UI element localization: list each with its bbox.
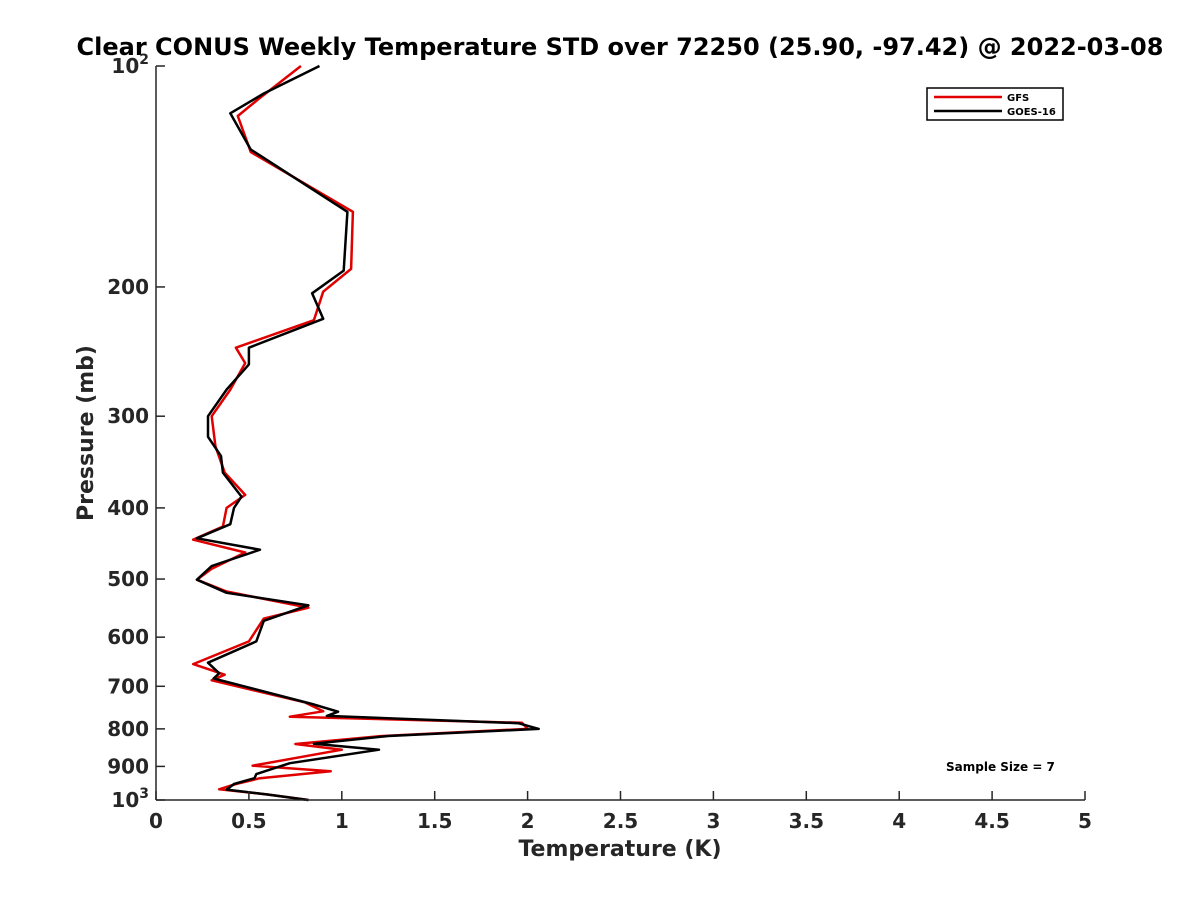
y-axis-label: Pressure (mb) — [74, 345, 99, 521]
x-tick-label: 4.5 — [974, 809, 1009, 833]
y-tick-label: 200 — [107, 275, 149, 299]
y-tick-label: 800 — [107, 717, 149, 741]
y-tick-label: 300 — [107, 404, 149, 428]
x-tick-label: 3.5 — [789, 809, 824, 833]
y-tick-label: 103 — [111, 786, 149, 812]
legend-label-gfs: GFS — [1007, 93, 1029, 104]
x-axis-label: Temperature (K) — [518, 837, 721, 862]
y-ticks: 102 200 300 400 500 600 700 800 900 103 — [107, 52, 165, 812]
x-tick-label: 0 — [149, 809, 163, 833]
sample-size-annotation: Sample Size = 7 — [946, 760, 1055, 774]
legend-box — [926, 87, 1064, 121]
series-layer — [191, 64, 540, 802]
x-tick-label: 0.5 — [231, 809, 266, 833]
x-tick-label: 5 — [1078, 809, 1092, 833]
x-tick-label: 2 — [521, 809, 535, 833]
x-tick-label: 3 — [706, 809, 720, 833]
x-tick-label: 1 — [335, 809, 349, 833]
legend: GFS GOES-16 — [926, 87, 1064, 121]
series-line-goes16 — [195, 64, 540, 802]
x-tick-label: 4 — [892, 809, 906, 833]
y-tick-label: 600 — [107, 625, 149, 649]
x-ticks: 0 0.5 1 1.5 2 2.5 3 3.5 4 4.5 5 — [149, 791, 1092, 833]
y-tick-label: 102 — [111, 52, 149, 78]
x-tick-label: 1.5 — [417, 809, 452, 833]
y-tick-label: 700 — [107, 674, 149, 698]
plot-area: 0 0.5 1 1.5 2 2.5 3 3.5 4 4.5 5 102 200 300 400 500 600… — [107, 52, 1092, 833]
y-tick-label: 400 — [107, 496, 149, 520]
chart-title: Clear CONUS Weekly Temperature STD over … — [77, 33, 1164, 61]
y-tick-label: 900 — [107, 754, 149, 778]
legend-label-goes16: GOES-16 — [1007, 107, 1056, 118]
x-tick-label: 2.5 — [603, 809, 638, 833]
y-tick-label: 500 — [107, 567, 149, 591]
